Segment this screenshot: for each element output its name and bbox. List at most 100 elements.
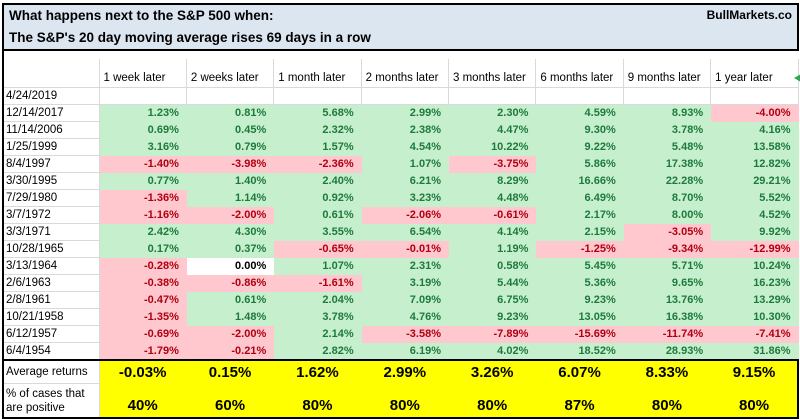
return-value-cell: -1.36% <box>99 189 187 207</box>
return-value-cell: -7.89% <box>448 325 537 343</box>
column-header-4: 2 months later <box>361 59 450 88</box>
date-cell: 2/8/1961 <box>4 291 100 309</box>
return-value-cell: -1.35% <box>99 308 187 326</box>
return-value-cell: 4.52% <box>710 206 799 224</box>
return-value-cell: 9.23% <box>448 308 537 326</box>
summary-value-cell: 80% <box>273 383 362 419</box>
table-row: 12/14/2017 1.23% 0.81% 5.68% 2.99% 2.30% 4.59%… <box>4 104 799 122</box>
column-header-5: 3 months later <box>448 59 537 88</box>
summary-value-cell: 80% <box>448 383 537 419</box>
return-value-cell: 8.93% <box>623 104 712 122</box>
return-value-cell: -12.99% <box>710 240 799 258</box>
table-row: 4/24/2019 <box>4 87 799 105</box>
return-value-cell: 3.55% <box>273 223 362 241</box>
return-value-cell: -0.01% <box>361 240 450 258</box>
return-value-cell: 2.42% <box>99 223 187 241</box>
return-value-cell: -9.34% <box>623 240 712 258</box>
return-value-cell: 0.69% <box>99 121 187 139</box>
return-value-cell <box>361 87 450 105</box>
table-row: 6/12/1957 -0.69% -2.00% 2.14% -3.58% -7.89% -1… <box>4 325 799 343</box>
return-value-cell: -1.79% <box>99 342 187 361</box>
return-value-cell: 2.17% <box>535 206 624 224</box>
date-cell: 3/3/1971 <box>4 223 100 241</box>
return-value-cell: 0.79% <box>186 138 275 156</box>
return-value-cell: -0.21% <box>186 342 275 361</box>
return-value-cell: 16.66% <box>535 172 624 190</box>
return-value-cell: -0.47% <box>99 291 187 309</box>
return-value-cell: 7.09% <box>361 291 450 309</box>
return-value-cell: 4.02% <box>448 342 537 361</box>
table-row: 3/13/1964 -0.28% 0.00% 1.07% 2.31% 0.58% 5.45%… <box>4 257 799 275</box>
title-block: What happens next to the S&P 500 when: T… <box>4 3 799 51</box>
return-value-cell: 8.00% <box>623 206 712 224</box>
return-value-cell: -1.16% <box>99 206 187 224</box>
return-value-cell: 4.48% <box>448 189 537 207</box>
return-value-cell <box>535 87 624 105</box>
return-value-cell: 2.40% <box>273 172 362 190</box>
date-cell: 7/29/1980 <box>4 189 100 207</box>
return-value-cell: 6.19% <box>361 342 450 361</box>
header-row: 1 week later 2 weeks later 1 month later 2 … <box>4 59 799 88</box>
return-value-cell: 0.92% <box>273 189 362 207</box>
table-row: 3/7/1972 -1.16% -2.00% 0.61% -2.06% -0.61% 2.1… <box>4 206 799 224</box>
table-row: 7/29/1980 -1.36% 1.14% 0.92% 3.23% 4.48% 6.49%… <box>4 189 799 207</box>
return-value-cell: 1.19% <box>448 240 537 258</box>
return-value-cell: 9.22% <box>535 138 624 156</box>
summary-value-cell: 2.99% <box>361 359 450 384</box>
return-value-cell: 3.16% <box>99 138 187 156</box>
summary-value-cell: 40% <box>99 383 187 419</box>
return-value-cell: 5.68% <box>273 104 362 122</box>
percent-positive-row: % of cases that are positive 40% 60% 80% 80%… <box>4 383 800 419</box>
table-row: 10/28/1965 0.17% 0.37% -0.65% -0.01% 1.19% -1.… <box>4 240 799 258</box>
summary-value-cell: 80% <box>361 383 450 419</box>
date-cell: 6/4/1954 <box>4 342 100 361</box>
return-value-cell <box>273 87 362 105</box>
return-value-cell: 13.76% <box>623 291 712 309</box>
return-value-cell: 1.14% <box>186 189 275 207</box>
date-cell: 12/14/2017 <box>4 104 100 122</box>
column-header-1: 1 week later <box>99 59 187 88</box>
table-row: 2/6/1963 -0.38% -0.86% -1.61% 3.19% 5.44% 5.36… <box>4 274 799 292</box>
return-value-cell: 6.54% <box>361 223 450 241</box>
spreadsheet: What happens next to the S&P 500 when: T… <box>2 3 800 419</box>
return-value-cell: -7.41% <box>710 325 799 343</box>
return-value-cell: 0.77% <box>99 172 187 190</box>
return-value-cell: 9.30% <box>535 121 624 139</box>
return-value-cell: -1.25% <box>535 240 624 258</box>
return-value-cell: -1.61% <box>273 274 362 292</box>
date-cell: 10/28/1965 <box>4 240 100 258</box>
return-value-cell: 4.14% <box>448 223 537 241</box>
return-value-cell: 28.93% <box>623 342 712 361</box>
date-cell: 4/24/2019 <box>4 87 100 105</box>
return-value-cell: 1.07% <box>361 155 450 173</box>
return-value-cell: 6.49% <box>535 189 624 207</box>
return-value-cell: 8.70% <box>623 189 712 207</box>
return-value-cell: 17.38% <box>623 155 712 173</box>
return-value-cell: 4.16% <box>710 121 799 139</box>
return-value-cell: 31.86% <box>710 342 799 361</box>
return-value-cell: 13.29% <box>710 291 799 309</box>
summary-value-cell: 60% <box>186 383 275 419</box>
return-value-cell: 10.30% <box>710 308 799 326</box>
return-value-cell: 5.36% <box>535 274 624 292</box>
spacer-row <box>4 51 799 59</box>
column-header-2: 2 weeks later <box>186 59 275 88</box>
title-line-2: The S&P's 20 day moving average rises 69… <box>9 30 371 45</box>
return-value-cell: 0.61% <box>186 291 275 309</box>
return-value-cell: 22.28% <box>623 172 712 190</box>
return-value-cell: 13.58% <box>710 138 799 156</box>
table-row: 10/21/1958 -1.35% 1.48% 3.78% 4.76% 9.23% 13.0… <box>4 308 799 326</box>
return-value-cell: -2.00% <box>186 325 275 343</box>
date-cell: 11/14/2006 <box>4 121 100 139</box>
return-value-cell: 1.57% <box>273 138 362 156</box>
summary-label: % of cases that are positive <box>4 383 100 419</box>
return-value-cell: 0.17% <box>99 240 187 258</box>
return-value-cell: 6.21% <box>361 172 450 190</box>
return-value-cell: 6.75% <box>448 291 537 309</box>
summary-value-cell: -0.03% <box>99 359 187 384</box>
return-value-cell: 16.23% <box>710 274 799 292</box>
return-value-cell: -3.75% <box>448 155 537 173</box>
return-value-cell: 0.00% <box>186 257 275 275</box>
date-cell: 3/30/1995 <box>4 172 100 190</box>
summary-value-cell: 1.62% <box>273 359 362 384</box>
